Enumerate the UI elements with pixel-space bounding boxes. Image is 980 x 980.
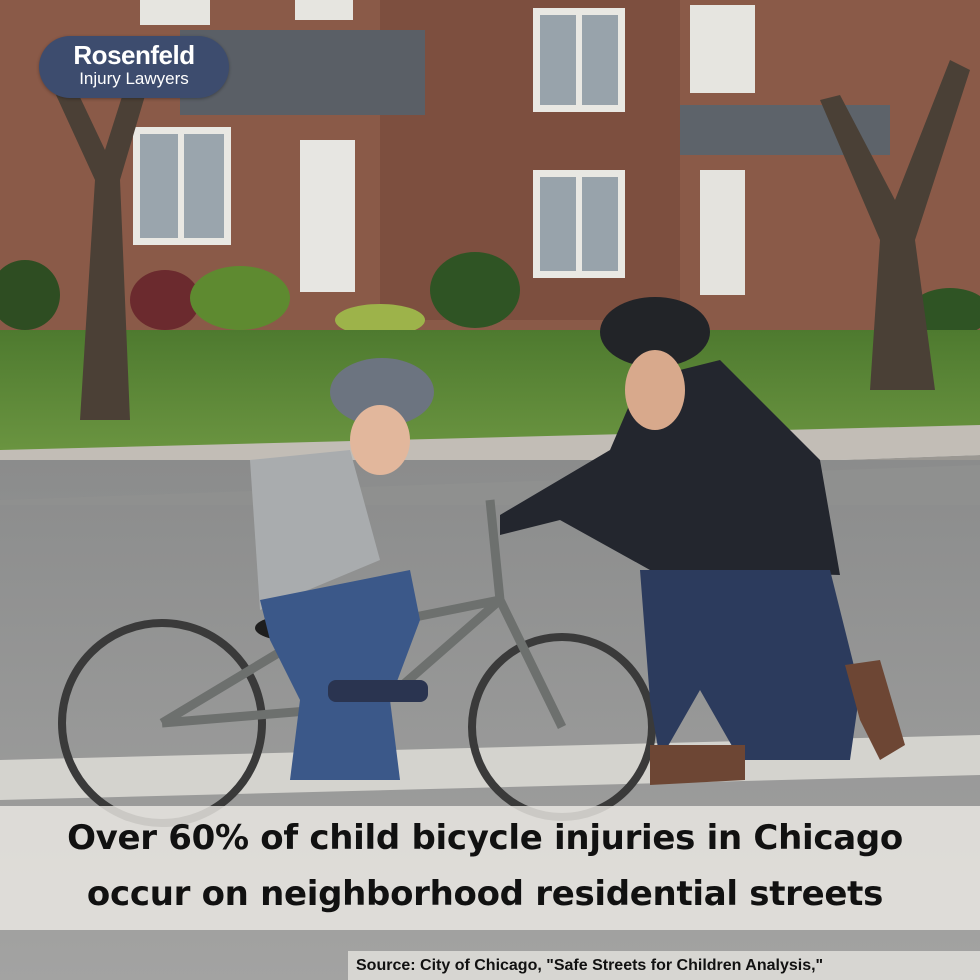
caption-line-2: occur on neighborhood residential street… bbox=[86, 874, 884, 914]
logo-tagline: Injury Lawyers bbox=[79, 69, 189, 88]
rosenfeld-logo: Rosenfeld Injury Lawyers bbox=[39, 36, 229, 98]
source-citation: Source: City of Chicago, "Safe Streets f… bbox=[348, 951, 980, 980]
caption-line-1: Over 60% of child bicycle injuries in Ch… bbox=[67, 818, 903, 858]
caption-banner: Over 60% of child bicycle injuries in Ch… bbox=[0, 806, 980, 930]
logo-name: Rosenfeld bbox=[73, 40, 195, 70]
